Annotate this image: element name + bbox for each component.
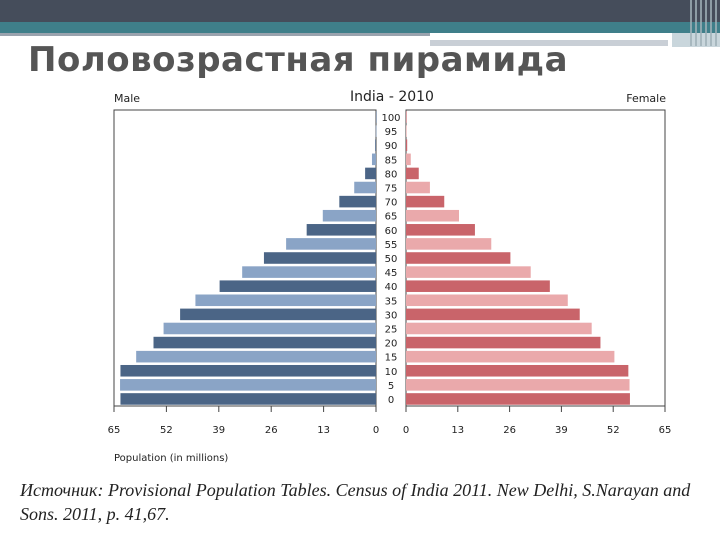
age-label: 60 [385,226,398,237]
male-bar [180,308,376,321]
tick-label: 13 [317,425,330,436]
age-label: 90 [385,141,398,152]
male-bar [195,294,376,307]
tick-label: 39 [555,425,568,436]
slide-top-bar [0,0,720,22]
female-bar [406,111,407,123]
tick-label: 39 [212,425,225,436]
female-bar [406,139,408,152]
decorative-stripes [690,0,720,46]
source-citation: Источник: Provisional Population Tables.… [20,480,691,524]
male-bar [120,393,376,405]
female-bar [406,224,475,236]
age-label: 85 [385,155,398,166]
male-bar [120,379,377,391]
female-bar [406,209,459,222]
decorative-line [430,40,668,46]
slide-title: Половозрастная пирамида [28,40,569,80]
age-label: 5 [388,381,394,392]
age-label: 50 [385,254,398,265]
female-bar [406,350,615,363]
age-label: 0 [388,395,394,406]
male-bar [365,167,376,180]
female-bar [406,322,592,335]
tick-label: 26 [503,425,516,436]
female-bar [406,364,629,377]
male-bar [354,181,376,194]
chart-title: India - 2010 [350,89,434,105]
female-x-axis: 0 13 26 39 52 65 [403,406,672,436]
tick-label: 65 [108,425,121,436]
tick-label: 0 [373,425,379,436]
age-label: 10 [385,367,398,378]
age-label: 45 [385,268,398,279]
age-label: 80 [385,169,398,180]
male-bar [375,111,377,123]
female-bar [406,266,531,278]
male-bar [263,252,376,264]
age-label: 15 [385,353,398,364]
tick-label: 13 [451,425,464,436]
female-bar [406,308,580,321]
male-bar [136,350,376,363]
female-bar [406,167,419,180]
male-x-axis: 65 52 39 26 13 0 [108,406,379,436]
male-bar [339,195,376,208]
male-bar [120,364,376,377]
age-label: 40 [385,282,398,293]
age-label: 25 [385,324,398,335]
decorative-line [0,33,430,36]
tick-label: 52 [607,425,620,436]
female-bar [406,181,430,194]
female-label: Female [626,92,666,105]
female-bar [406,294,568,307]
female-bar [406,195,445,208]
male-bar [163,322,376,335]
age-label: 55 [385,240,398,251]
female-bar [406,125,407,137]
female-bar [406,336,601,349]
female-bar [406,238,492,250]
female-bar [406,379,630,391]
age-label: 95 [385,127,398,138]
male-bar [153,336,376,349]
x-axis-label: Population (in millions) [114,453,228,464]
slide-accent-bar [0,22,720,33]
male-bar [286,238,376,250]
age-label: 30 [385,310,398,321]
age-label: 70 [385,198,398,209]
female-bar [406,153,411,166]
male-bar [219,280,376,292]
male-bars [120,111,377,405]
age-label: 65 [385,212,398,223]
age-label: 75 [385,184,398,195]
male-bar [322,209,376,222]
male-bar [371,153,376,166]
tick-label: 65 [659,425,672,436]
male-bar [375,125,377,137]
age-label: 35 [385,296,398,307]
female-bar [406,393,630,405]
female-bar [406,280,550,292]
female-bars [406,111,630,405]
female-bar [406,252,511,264]
male-bar [375,139,376,152]
male-bar [306,224,376,236]
male-bar [242,266,376,278]
tick-label: 26 [265,425,278,436]
male-label: Male [114,92,140,105]
tick-label: 52 [160,425,173,436]
tick-label: 0 [403,425,409,436]
age-label: 20 [385,339,398,350]
age-labels: 0 5 10 15 20 25 30 35 40 45 50 55 60 65 70 75 80 85 90 95 10… [381,113,400,406]
age-label: 100 [381,113,400,124]
